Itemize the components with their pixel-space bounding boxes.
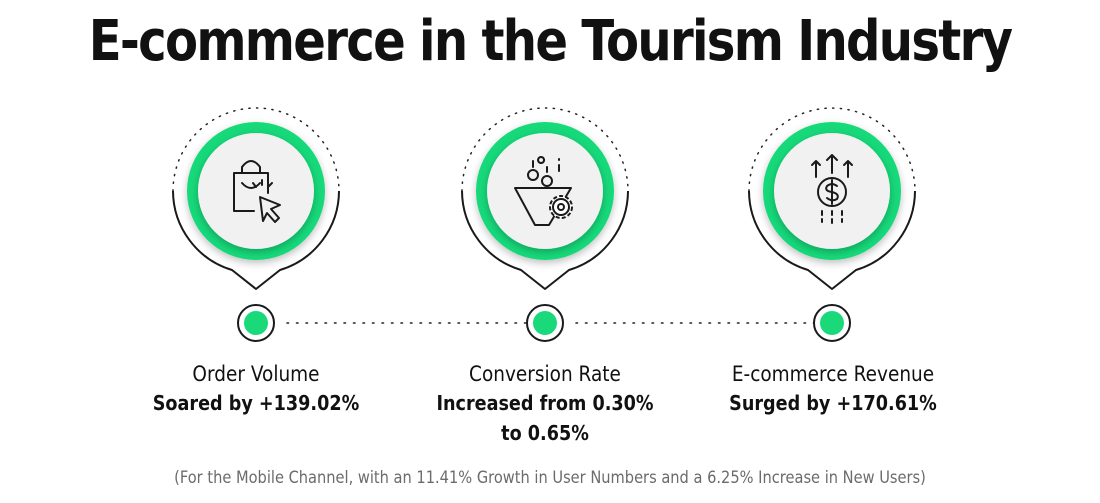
dotted-ring-arc bbox=[748, 107, 916, 192]
dotted-ring-arc bbox=[461, 107, 629, 192]
timeline-dot-inner bbox=[244, 311, 268, 335]
metric-value: Soared by +139.02% bbox=[152, 391, 360, 415]
timeline-dot-inner bbox=[533, 311, 557, 335]
metric-node-1 bbox=[172, 107, 340, 342]
metric-label-2: Conversion Rate Increased from 0.30% to … bbox=[395, 360, 695, 448]
inner-disk bbox=[198, 133, 314, 249]
dotted-ring-arc bbox=[172, 107, 340, 192]
pin-outline bbox=[461, 190, 629, 290]
inner-disk bbox=[487, 133, 603, 249]
shopping-bag-cursor-icon bbox=[233, 160, 281, 223]
metric-value: to 0.65% bbox=[501, 421, 589, 445]
metric-name: Conversion Rate bbox=[469, 362, 621, 386]
timeline-dot-inner bbox=[820, 311, 844, 335]
metric-node-2 bbox=[461, 107, 629, 342]
metric-label-3: E-commerce Revenue Surged by +170.61% bbox=[683, 360, 983, 418]
metric-value: Surged by +170.61% bbox=[729, 391, 937, 415]
dollar-growth-arrows-icon bbox=[811, 154, 853, 224]
metric-name: Order Volume bbox=[192, 362, 320, 386]
metric-label-1: Order Volume Soared by +139.02% bbox=[106, 360, 406, 418]
metric-value: Increased from 0.30% bbox=[436, 391, 654, 415]
conversion-funnel-gear-icon bbox=[514, 156, 573, 226]
pin-outline bbox=[748, 190, 916, 290]
metric-name: E-commerce Revenue bbox=[731, 362, 935, 386]
metric-node-3 bbox=[748, 107, 916, 342]
footnote: (For the Mobile Channel, with an 11.41% … bbox=[174, 468, 926, 488]
pin-outline bbox=[172, 190, 340, 290]
page-title: E-commerce in the Tourism Industry bbox=[88, 9, 1013, 74]
